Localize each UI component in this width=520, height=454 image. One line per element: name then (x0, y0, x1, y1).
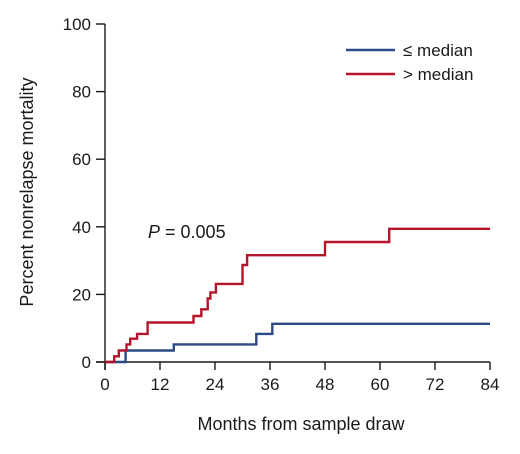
p-value-annotation: P = 0.005 (148, 222, 226, 242)
y-axis-title: Percent nonrelapse mortality (17, 77, 37, 306)
x-tick-label: 0 (100, 375, 109, 394)
x-tick-label: 60 (371, 375, 390, 394)
y-tick-label: 0 (82, 353, 91, 372)
series-line-1 (105, 322, 490, 364)
legend: ≤ median > median (346, 41, 473, 84)
axes: 0 20 40 60 80 100 0 12 24 36 48 60 72 84 (63, 15, 500, 394)
p-value-symbol: P (148, 222, 160, 242)
y-tick-label: 40 (72, 218, 91, 237)
y-tick-label: 60 (72, 150, 91, 169)
x-tick-label: 24 (206, 375, 225, 394)
p-value-text: = 0.005 (160, 222, 226, 242)
legend-label-1: ≤ median (403, 41, 473, 60)
x-axis-title: Months from sample draw (197, 414, 405, 434)
legend-label-2: > median (403, 65, 473, 84)
series-line-2 (105, 227, 490, 364)
y-tick-label: 20 (72, 285, 91, 304)
y-tick-label: 80 (72, 83, 91, 102)
y-tick-label: 100 (63, 15, 91, 34)
x-tick-label: 84 (481, 375, 500, 394)
x-tick-label: 12 (151, 375, 170, 394)
x-tick-label: 48 (316, 375, 335, 394)
series-layer (105, 227, 490, 364)
x-tick-label: 36 (261, 375, 280, 394)
x-tick-label: 72 (426, 375, 445, 394)
